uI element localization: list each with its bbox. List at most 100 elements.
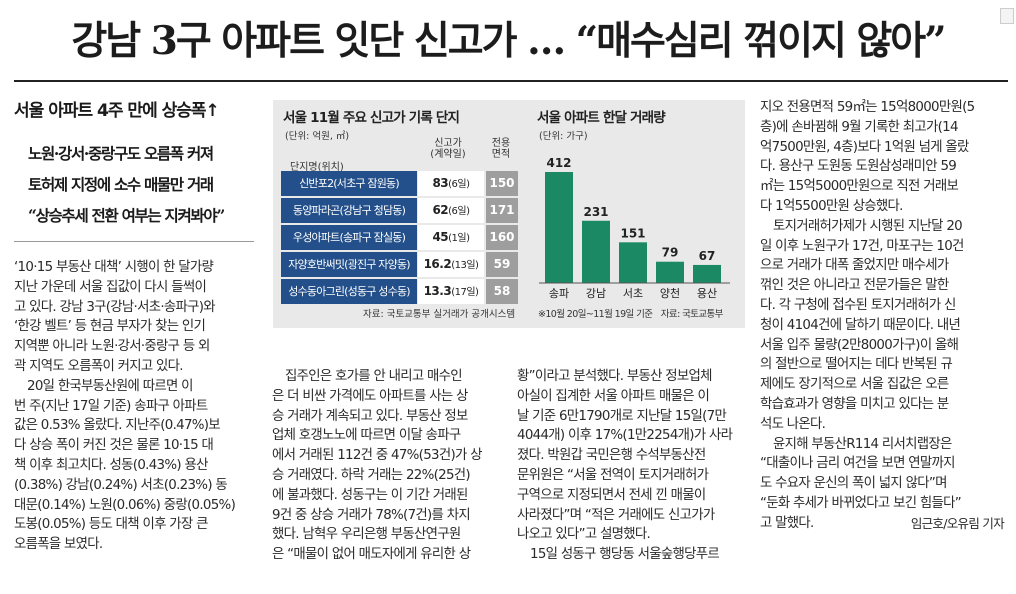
price-value: 13.3 <box>423 284 452 298</box>
table-header-price: 신고가 (계약일) <box>430 138 466 160</box>
text-line: 고 말했다. 임근호/오유림 기자 <box>760 514 1010 534</box>
text-line: 지오 전용면적 59㎡는 15억8000만원(5 <box>760 100 975 115</box>
area-value: 59 <box>486 252 518 277</box>
text-line: 윤지해 부동산R114 리서치랩장은 <box>773 436 952 452</box>
text-line: ‘10·15 부동산 대책’ 시행이 한 달가량 <box>14 260 214 275</box>
bar-value-label: 151 <box>620 226 645 240</box>
complex-name: 자양호반써밋(광진구 자양동) <box>281 252 417 277</box>
text-line: 의 절반으로 떨어지는 데다 반복된 규 <box>760 357 953 373</box>
bar-서초 <box>619 242 647 283</box>
text-line: 4044개) 이후 17%(1만2254개)가 사라 <box>517 428 733 444</box>
text-line: 층)에 손바뀜해 9월 기록한 최고가(14 <box>760 119 958 135</box>
record-price: 13.3(17일) <box>418 279 484 304</box>
text-line: “대출이나 금리 여건을 보면 연말까지 <box>760 456 955 472</box>
table-row: 우성아파트(송파구 잠실동) 45(1일) 160 <box>281 225 518 250</box>
text-line: 제에도 장기적으로 서울 집값은 오른 <box>760 377 949 393</box>
text-line: 고 있다. 강남 3구(강남·서초·송파구)와 <box>14 299 216 315</box>
text-line: 값은 0.53% 올랐다. 지난주(0.47%)보 <box>14 418 221 434</box>
text-line: 토지거래허가제가 시행된 지난달 20 <box>773 218 963 234</box>
text-line: 지역뿐 아니라 노원·강서·중랑구 등 외 <box>14 339 210 355</box>
bar-value-label: 67 <box>699 249 716 263</box>
text-line: 다 상승 폭이 커진 것은 물론 10·15 대 <box>14 438 214 454</box>
table-row: 자양호반써밋(광진구 자양동) 16.2(13일) 59 <box>281 252 518 277</box>
table-source: 자료: 국토교통부 실거래가 공개시스템 <box>363 309 516 320</box>
text-line: “둔화 추세가 바뀌었다고 보긴 힘들다” <box>760 495 962 511</box>
record-price: 83(6일) <box>418 171 484 196</box>
table-header-name: 단지명(위치) <box>290 162 344 173</box>
table-unit: (단위: 억원, ㎡) <box>285 131 350 142</box>
price-value: 16.2 <box>423 257 452 271</box>
text-line: 9건 중 상승 거래가 78%(7건)를 차지 <box>272 507 471 523</box>
bar-강남 <box>582 220 610 283</box>
transaction-bar-chart: 412 송파 231 강남 151 서초 79 양천 67 용산 <box>539 156 730 300</box>
text-line: ㎡는 15억5000만원으로 직전 거래보 <box>760 179 959 195</box>
contract-date: (6일) <box>448 179 470 190</box>
complex-name: 동양파라곤(강남구 청담동) <box>281 198 417 223</box>
contract-date: (1일) <box>448 233 470 244</box>
text-line: 20일 한국부동산원에 따르면 이 <box>27 378 193 394</box>
text-line: 문위원은 “서울 전역이 토지거래허가 <box>517 467 709 483</box>
table-title: 서울 11월 주요 신고가 기록 단지 <box>283 110 460 126</box>
table-header-area: 전용 면적 <box>491 138 511 160</box>
complex-name: 성수동아그린(성동구 성수동) <box>281 279 417 304</box>
text-line: 은 더 비싼 가격에도 아파트를 사는 상 <box>272 388 468 404</box>
text-line: 황”이라고 분석했다. 부동산 정보업체 <box>517 369 712 384</box>
area-value: 58 <box>486 279 518 304</box>
text-line: 도봉(0.05%) 등도 대책 이후 가장 큰 <box>14 517 208 533</box>
contract-date: (6일) <box>448 206 470 217</box>
text-line: 번 주(지난 17일 기준) 송파구 아파트 <box>14 398 208 414</box>
text-line: 억7500만원, 4층)보다 1억원 넘게 올랐 <box>760 139 969 155</box>
category-label: 양천 <box>660 286 680 300</box>
byline: 임근호/오유림 기자 <box>910 515 1005 531</box>
area-value: 171 <box>486 198 518 223</box>
chart-title: 서울 아파트 한달 거래량 <box>537 110 666 126</box>
text-line: 대문(0.14%) 노원(0.06%) 중랑(0.05%) <box>14 497 236 513</box>
text-line: 졌다. 박원갑 국민은행 수석부동산전 <box>517 448 706 464</box>
subhead-line: “상승추세 전환 여부는 지켜봐야” <box>28 206 225 225</box>
text-line: 오름폭을 보였다. <box>14 537 103 553</box>
table-row: 신반포2(서초구 잠원동) 83(6일) 150 <box>281 171 518 196</box>
text-line: 나오고 있다”고 설명했다. <box>517 527 651 543</box>
record-price: 62(6일) <box>418 198 484 223</box>
complex-name: 신반포2(서초구 잠원동) <box>281 171 417 196</box>
text-line: 승 거래였다. 하락 거래는 22%(25건) <box>272 467 471 483</box>
text-line: 꺾인 것은 아니라고 전문가들은 말한 <box>760 278 949 294</box>
closing-text: 고 말했다. <box>760 515 814 531</box>
article-column-4: 지오 전용면적 59㎡는 15억8000만원(5 층)에 손바뀜해 9월 기록한… <box>760 98 1010 534</box>
chart-source: 자료: 국토교통부 <box>660 309 724 320</box>
text-line: 도 수요자 운신의 폭이 넓지 않다”며 <box>760 476 947 492</box>
text-line: 석도 나온다. <box>760 416 826 432</box>
chart-period-note: ※10월 20일~11월 19일 기준 <box>538 309 653 320</box>
text-line: 에서 거래된 112건 중 47%(53건)가 상 <box>272 448 482 464</box>
text-line: 책 이후 최고치다. 성동(0.43%) 용산 <box>14 457 208 473</box>
subhead-line: 토허제 지정에 소수 매물만 거래 <box>28 175 214 194</box>
record-price: 45(1일) <box>418 225 484 250</box>
subhead-divider <box>14 241 254 242</box>
area-value: 150 <box>486 171 518 196</box>
contract-date: (13일) <box>451 260 479 271</box>
text-line: 집주인은 호가를 안 내리고 매수인 <box>285 369 463 384</box>
price-value: 62 <box>432 203 449 217</box>
text-line: (0.38%) 강남(0.24%) 서초(0.23%) 동 <box>14 477 228 493</box>
category-label: 서초 <box>623 287 643 300</box>
article-column-3: 황”이라고 분석했다. 부동산 정보업체 아실이 집계한 서울 아파트 매물은 … <box>517 367 745 565</box>
text-line: 일 이후 노원구가 17건, 마포구는 10건 <box>760 238 964 254</box>
text-line: 승 거래가 계속되고 있다. 부동산 정보 <box>272 408 468 424</box>
text-line: 학습효과가 영향을 미치고 있다는 분 <box>760 396 949 412</box>
category-label: 용산 <box>697 287 717 300</box>
bar-용산 <box>693 264 721 283</box>
complex-name: 우성아파트(송파구 잠실동) <box>281 225 417 250</box>
subhead-main: 서울 아파트 4주 만에 상승폭↑ <box>14 101 220 121</box>
area-value: 160 <box>486 225 518 250</box>
text-line: 청이 4104건에 달하기 때문이다. 내년 <box>760 317 961 333</box>
text-line: 에 불과했다. 성동구는 이 기간 거래된 <box>272 487 468 503</box>
text-line: 15일 성동구 행당동 서울숲행당푸르 <box>530 547 720 563</box>
category-label: 송파 <box>549 287 569 300</box>
text-line: 아실이 집계한 서울 아파트 매물은 이 <box>517 388 710 404</box>
text-line: 은 “매물이 없어 매도자에게 유리한 상 <box>272 547 471 563</box>
contract-date: (17일) <box>451 287 479 298</box>
article-column-2: 집주인은 호가를 안 내리고 매수인 은 더 비싼 가격에도 아파트를 사는 상… <box>272 367 502 565</box>
bar-value-label: 79 <box>662 246 679 260</box>
bar-value-label: 412 <box>546 156 571 170</box>
table-row: 동양파라곤(강남구 청담동) 62(6일) 171 <box>281 198 518 223</box>
